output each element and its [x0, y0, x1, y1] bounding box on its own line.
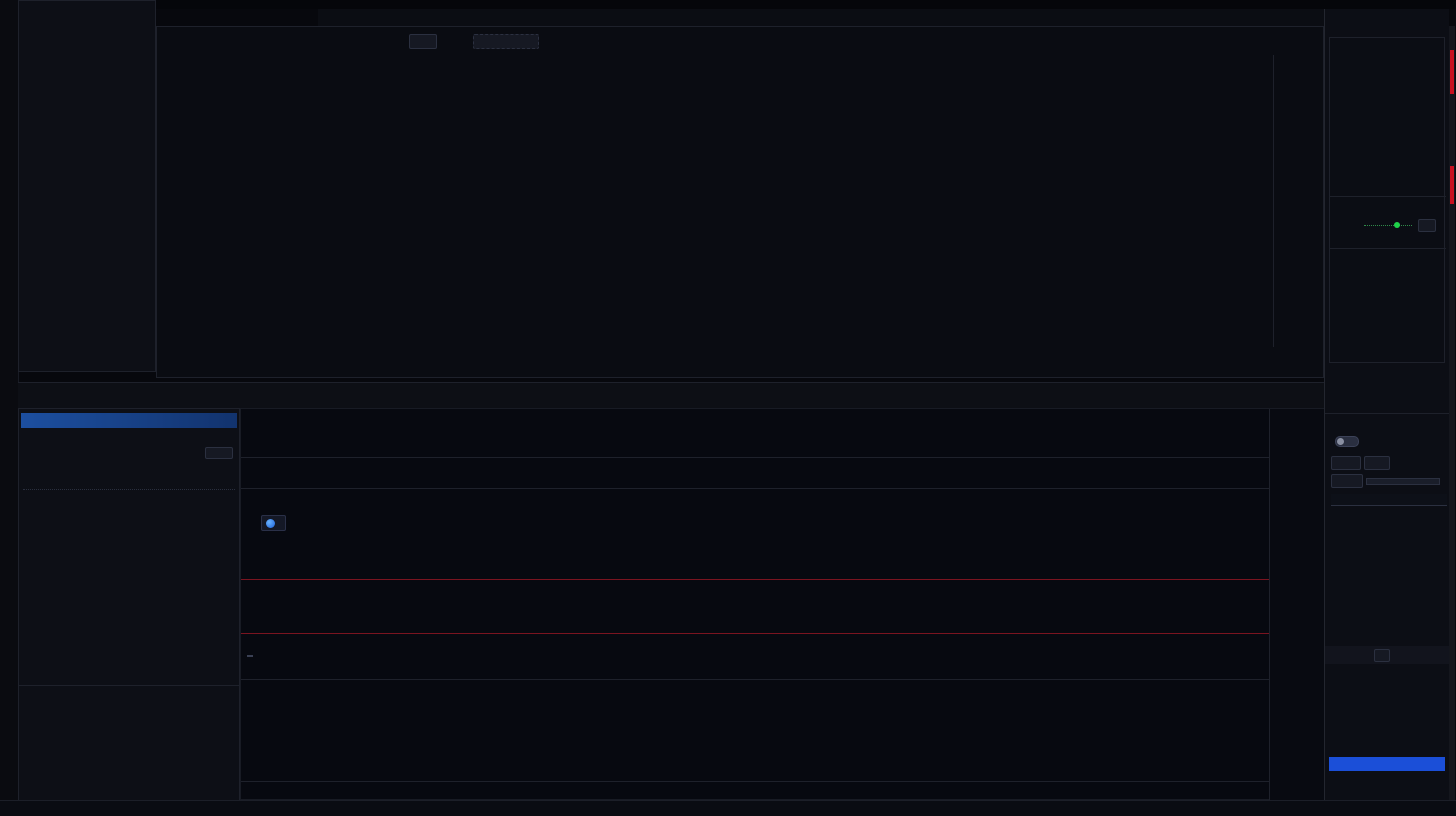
info-row	[21, 447, 237, 459]
tab-line[interactable]	[1331, 456, 1361, 470]
section-divider	[18, 382, 1324, 410]
price-line-chart	[249, 503, 1269, 575]
cst-button[interactable]	[1331, 474, 1363, 488]
oscillator-chart	[249, 584, 1269, 634]
chart-toolbar	[157, 31, 1325, 55]
chart-window	[156, 26, 1324, 378]
dotted-divider	[23, 489, 235, 490]
blue-fan-chart	[249, 691, 1269, 779]
trade-divider-2	[1330, 248, 1446, 249]
alarm-toggle-button[interactable]	[1374, 649, 1390, 662]
red-level-line-1	[241, 579, 1325, 580]
session-badge[interactable]	[261, 515, 286, 531]
slider-handle[interactable]	[1394, 222, 1400, 228]
account-panel	[18, 0, 156, 372]
settings-input[interactable]	[1331, 494, 1447, 506]
indicator-legend	[161, 57, 237, 347]
bottom-price-axis[interactable]	[1269, 409, 1326, 801]
source-row	[1331, 436, 1443, 447]
symbol-row[interactable]	[21, 431, 237, 445]
info-box-button[interactable]	[205, 447, 233, 459]
play-button[interactable]	[409, 34, 437, 49]
trade-log	[19, 685, 241, 816]
menu-bar	[318, 9, 1330, 27]
scrollbar-marker-2[interactable]	[1450, 166, 1454, 204]
mini-line-chart	[249, 413, 1269, 457]
red-level-line-2	[241, 633, 1325, 634]
risk-slider[interactable]	[1338, 220, 1438, 232]
symbol-header	[1325, 9, 1449, 26]
right-scrollbar[interactable]	[1449, 26, 1455, 816]
gauge-table	[19, 507, 241, 683]
scribble-chart	[269, 651, 474, 669]
trade-box	[1329, 37, 1445, 363]
bottom-chart-area[interactable]	[240, 408, 1324, 800]
date-tick-row	[249, 459, 1309, 470]
trading-terminal-app	[0, 0, 1456, 816]
slider-track[interactable]	[1364, 225, 1412, 226]
price-axis[interactable]	[1273, 55, 1324, 347]
scrollbar-marker-1[interactable]	[1450, 50, 1454, 94]
title-bar	[0, 0, 1456, 9]
lasso-tool-button[interactable]	[473, 34, 539, 49]
bottom-x-axis	[249, 784, 1309, 796]
tabs-row	[1331, 456, 1443, 470]
cst-meter[interactable]	[1366, 478, 1440, 485]
chart-footer-buttons	[1157, 353, 1323, 373]
watch-header[interactable]	[21, 413, 237, 428]
performance-labels-row	[249, 491, 1309, 502]
source-switch[interactable]	[1335, 436, 1359, 447]
left-icon-rail	[0, 0, 19, 816]
tab-dots[interactable]	[1364, 456, 1390, 470]
cst-row	[1331, 474, 1443, 488]
settings-box	[1325, 413, 1449, 714]
status-bar	[0, 800, 1456, 816]
alarm-toggle-row	[1325, 646, 1449, 664]
right-panel	[1324, 9, 1449, 816]
scribble-label	[247, 655, 253, 657]
slider-g-button[interactable]	[1418, 219, 1436, 232]
settings-input-wrap	[1331, 494, 1443, 506]
trade-divider-1	[1330, 196, 1446, 197]
globe-icon	[266, 519, 275, 528]
watch-panel	[18, 408, 240, 816]
main-candlestick-chart[interactable]	[235, 55, 1271, 347]
footer-selected-row[interactable]	[1329, 757, 1445, 771]
